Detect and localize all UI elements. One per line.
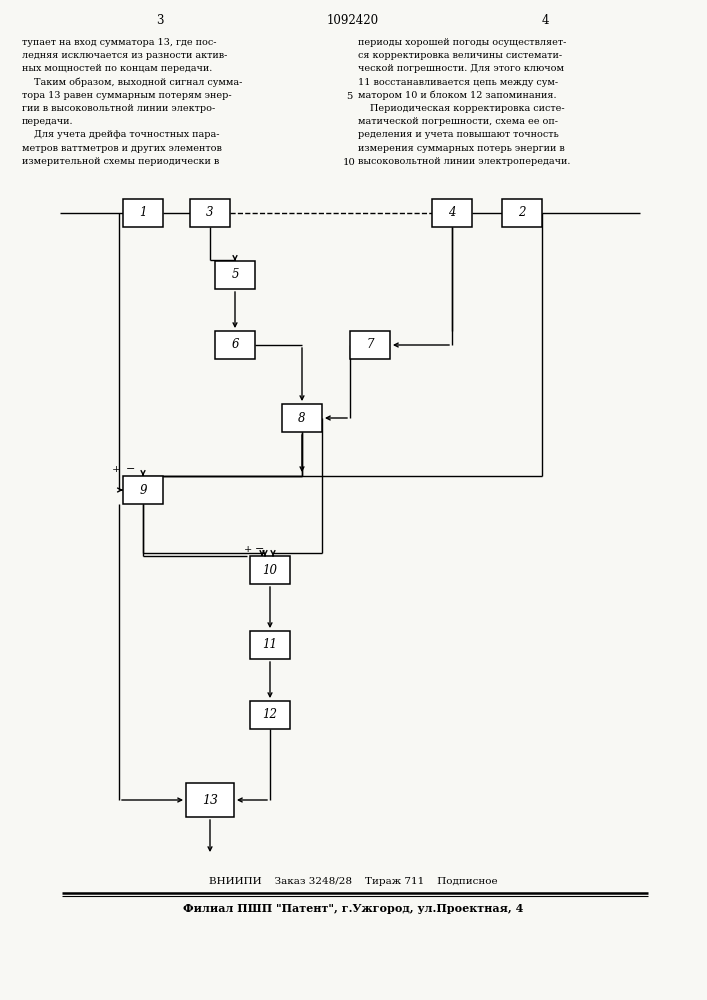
Bar	[250, 631, 290, 659]
Text: 3: 3	[206, 207, 214, 220]
Text: 8: 8	[298, 412, 305, 424]
Text: −: −	[127, 464, 136, 474]
Text: 9: 9	[139, 484, 147, 496]
Text: измерительной схемы периодически в: измерительной схемы периодически в	[22, 157, 219, 166]
Text: 11: 11	[262, 639, 278, 652]
Bar	[123, 199, 163, 227]
Text: ределения и учета повышают точность: ределения и учета повышают точность	[358, 130, 559, 139]
Text: 11 восстанавливается цепь между сум-: 11 восстанавливается цепь между сум-	[358, 78, 558, 87]
Text: передачи.: передачи.	[22, 117, 74, 126]
Text: высоковольтной линии электропередачи.: высоковольтной линии электропередачи.	[358, 157, 571, 166]
Text: ся корректировка величины системати-: ся корректировка величины системати-	[358, 51, 562, 60]
Text: ческой погрешности. Для этого ключом: ческой погрешности. Для этого ключом	[358, 64, 564, 73]
Text: 4: 4	[448, 207, 456, 220]
Bar	[190, 199, 230, 227]
Text: матической погрешности, схема ее оп-: матической погрешности, схема ее оп-	[358, 117, 558, 126]
Text: матором 10 и блоком 12 запоминания.: матором 10 и блоком 12 запоминания.	[358, 91, 556, 100]
Bar	[215, 331, 255, 359]
Text: 5: 5	[231, 268, 239, 282]
Text: 5: 5	[346, 92, 352, 101]
Text: 12: 12	[262, 708, 278, 722]
Text: +: +	[244, 545, 252, 554]
Bar	[282, 404, 322, 432]
Text: 4: 4	[542, 13, 549, 26]
Text: Таким образом, выходной сигнал сумма-: Таким образом, выходной сигнал сумма-	[22, 78, 243, 87]
Text: ледняя исключается из разности актив-: ледняя исключается из разности актив-	[22, 51, 228, 60]
Bar	[250, 701, 290, 729]
Bar	[186, 783, 234, 817]
Text: метров ваттметров и других элементов: метров ваттметров и других элементов	[22, 144, 222, 153]
Text: Периодическая корректировка систе-: Периодическая корректировка систе-	[358, 104, 565, 113]
Text: периоды хорошей погоды осуществляет-: периоды хорошей погоды осуществляет-	[358, 38, 566, 47]
Text: Для учета дрейфа точностных пара-: Для учета дрейфа точностных пара-	[22, 130, 219, 139]
Bar	[350, 331, 390, 359]
Text: 10: 10	[343, 158, 356, 167]
Text: +: +	[112, 465, 120, 474]
Text: гии в высоковольтной линии электро-: гии в высоковольтной линии электро-	[22, 104, 215, 113]
Text: 3: 3	[156, 13, 164, 26]
Text: ных мощностей по концам передачи.: ных мощностей по концам передачи.	[22, 64, 212, 73]
Text: 2: 2	[518, 207, 526, 220]
Text: тупает на вход сумматора 13, где пос-: тупает на вход сумматора 13, где пос-	[22, 38, 216, 47]
Bar	[432, 199, 472, 227]
Bar	[215, 261, 255, 289]
Text: 6: 6	[231, 338, 239, 352]
Text: измерения суммарных потерь энергии в: измерения суммарных потерь энергии в	[358, 144, 565, 153]
Text: −: −	[255, 544, 264, 554]
Bar	[502, 199, 542, 227]
Text: 1092420: 1092420	[327, 13, 379, 26]
Text: 13: 13	[202, 794, 218, 806]
Text: тора 13 равен суммарным потерям энер-: тора 13 равен суммарным потерям энер-	[22, 91, 232, 100]
Bar	[250, 556, 290, 584]
Text: 7: 7	[366, 338, 374, 352]
Bar	[123, 476, 163, 504]
Text: 1: 1	[139, 207, 147, 220]
Text: Филиал ПШП "Патент", г.Ужгород, ул.Проектная, 4: Филиал ПШП "Патент", г.Ужгород, ул.Проек…	[183, 904, 523, 914]
Text: ВНИИПИ    Заказ 3248/28    Тираж 711    Подписное: ВНИИПИ Заказ 3248/28 Тираж 711 Подписное	[209, 878, 497, 886]
Text: 10: 10	[262, 564, 278, 576]
